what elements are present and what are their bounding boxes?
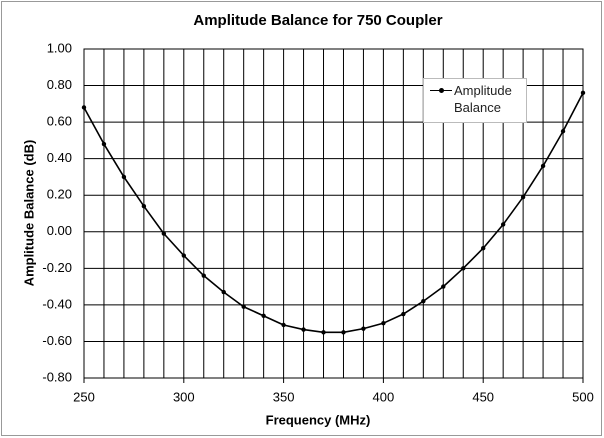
data-point — [500, 222, 506, 227]
legend-label: Amplitude Balance — [454, 83, 512, 115]
data-point — [321, 330, 326, 335]
data-point — [441, 284, 446, 289]
data-point — [101, 141, 107, 147]
data-point — [520, 194, 526, 200]
y-tick-label: -0.80 — [42, 369, 72, 384]
x-tick-label: 350 — [273, 389, 295, 404]
data-point — [261, 313, 266, 319]
y-tick-label: -0.20 — [42, 260, 72, 275]
data-line — [83, 92, 584, 334]
data-point — [221, 289, 226, 295]
legend-marker — [439, 88, 444, 93]
x-axis-label: Frequency (MHz) — [266, 412, 371, 427]
data-point — [281, 322, 286, 328]
x-tick-label: 400 — [373, 389, 395, 404]
data-point — [461, 266, 466, 271]
y-tick-label: 0.20 — [47, 187, 72, 202]
y-tick-label: 0.00 — [47, 223, 72, 238]
x-tick-label: 450 — [472, 389, 494, 404]
y-tick-label: 0.60 — [47, 114, 72, 129]
data-point — [481, 246, 486, 251]
data-point — [121, 174, 127, 180]
y-tick-label: 1.00 — [47, 40, 72, 55]
data-point — [301, 327, 306, 332]
data-point — [81, 105, 87, 110]
data-point — [241, 304, 246, 309]
data-point — [560, 129, 566, 134]
data-point — [421, 299, 426, 304]
data-point — [401, 311, 406, 317]
y-tick-label: -0.40 — [42, 296, 72, 311]
data-point — [381, 320, 386, 326]
x-tick-label: 300 — [173, 389, 195, 404]
data-point — [361, 326, 366, 331]
data-point — [141, 203, 147, 209]
legend: Amplitude Balance — [423, 78, 527, 123]
x-tick-label: 500 — [572, 389, 594, 404]
y-tick-label: 0.80 — [47, 77, 72, 92]
data-point — [341, 330, 346, 335]
chart-title: Amplitude Balance for 750 Coupler — [193, 12, 442, 29]
y-tick-label: 0.40 — [47, 150, 72, 165]
data-point — [201, 273, 206, 278]
x-tick-label: 250 — [73, 389, 95, 404]
data-point — [181, 253, 186, 258]
y-tick-label: -0.60 — [42, 333, 72, 348]
y-axis-label: Amplitude Balance (dB) — [21, 140, 36, 287]
data-point — [540, 163, 546, 169]
data-point — [580, 90, 586, 96]
data-point — [161, 231, 167, 236]
